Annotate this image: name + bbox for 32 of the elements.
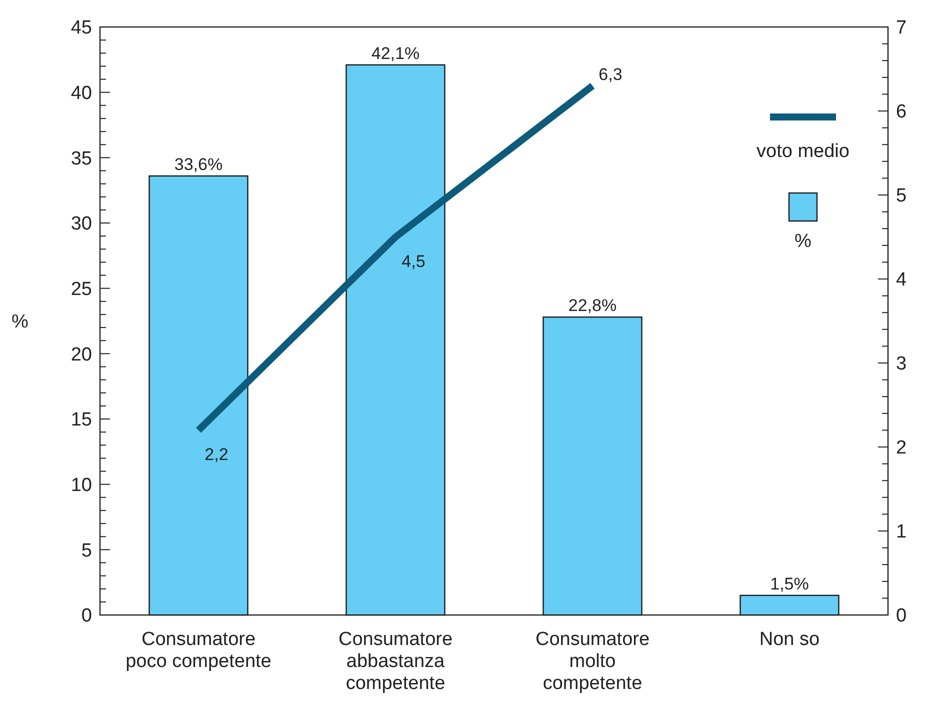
data-label: 2,2 <box>204 445 228 464</box>
y-tick-label: 20 <box>70 344 92 366</box>
y-tick-label: 5 <box>81 540 92 562</box>
data-label: 42,1% <box>371 44 420 63</box>
y-tick-label: 25 <box>70 278 92 300</box>
y2-tick-label: 1 <box>896 522 907 543</box>
data-label: 33,6% <box>174 154 223 174</box>
legend-label: voto medio <box>756 141 850 162</box>
y-tick-label: 15 <box>70 410 92 431</box>
y2-tick-label: 6 <box>896 102 907 123</box>
y2-tick-label: 3 <box>896 354 907 375</box>
y-tick-label: 30 <box>70 214 92 235</box>
y-tick-label: 45 <box>70 18 92 39</box>
y-tick-label: 35 <box>70 148 92 170</box>
y2-tick-label: 0 <box>896 606 907 627</box>
y-tick-label: 10 <box>70 474 92 496</box>
y-axis-title: % <box>12 312 29 333</box>
y-tick-label: 40 <box>70 82 92 104</box>
y2-tick-label: 2 <box>896 438 907 459</box>
x-tick-label: Consumatore molto competente <box>535 629 650 694</box>
y2-tick-label: 4 <box>896 270 907 291</box>
legend-label: % <box>794 231 812 252</box>
y2-tick-label: 7 <box>896 18 907 39</box>
data-label: 22,8% <box>568 296 617 316</box>
y-tick-label: 0 <box>81 606 92 627</box>
x-tick-label: Consumatore poco competente <box>126 629 272 672</box>
data-label: 1,5% <box>770 574 809 594</box>
data-label: 4,5 <box>402 252 426 271</box>
x-tick-label: Consumatore abbastanza competente <box>338 629 453 694</box>
x-tick-label: Non so <box>759 629 820 650</box>
data-label: 6,3 <box>598 64 622 84</box>
y2-tick-label: 5 <box>896 186 907 207</box>
